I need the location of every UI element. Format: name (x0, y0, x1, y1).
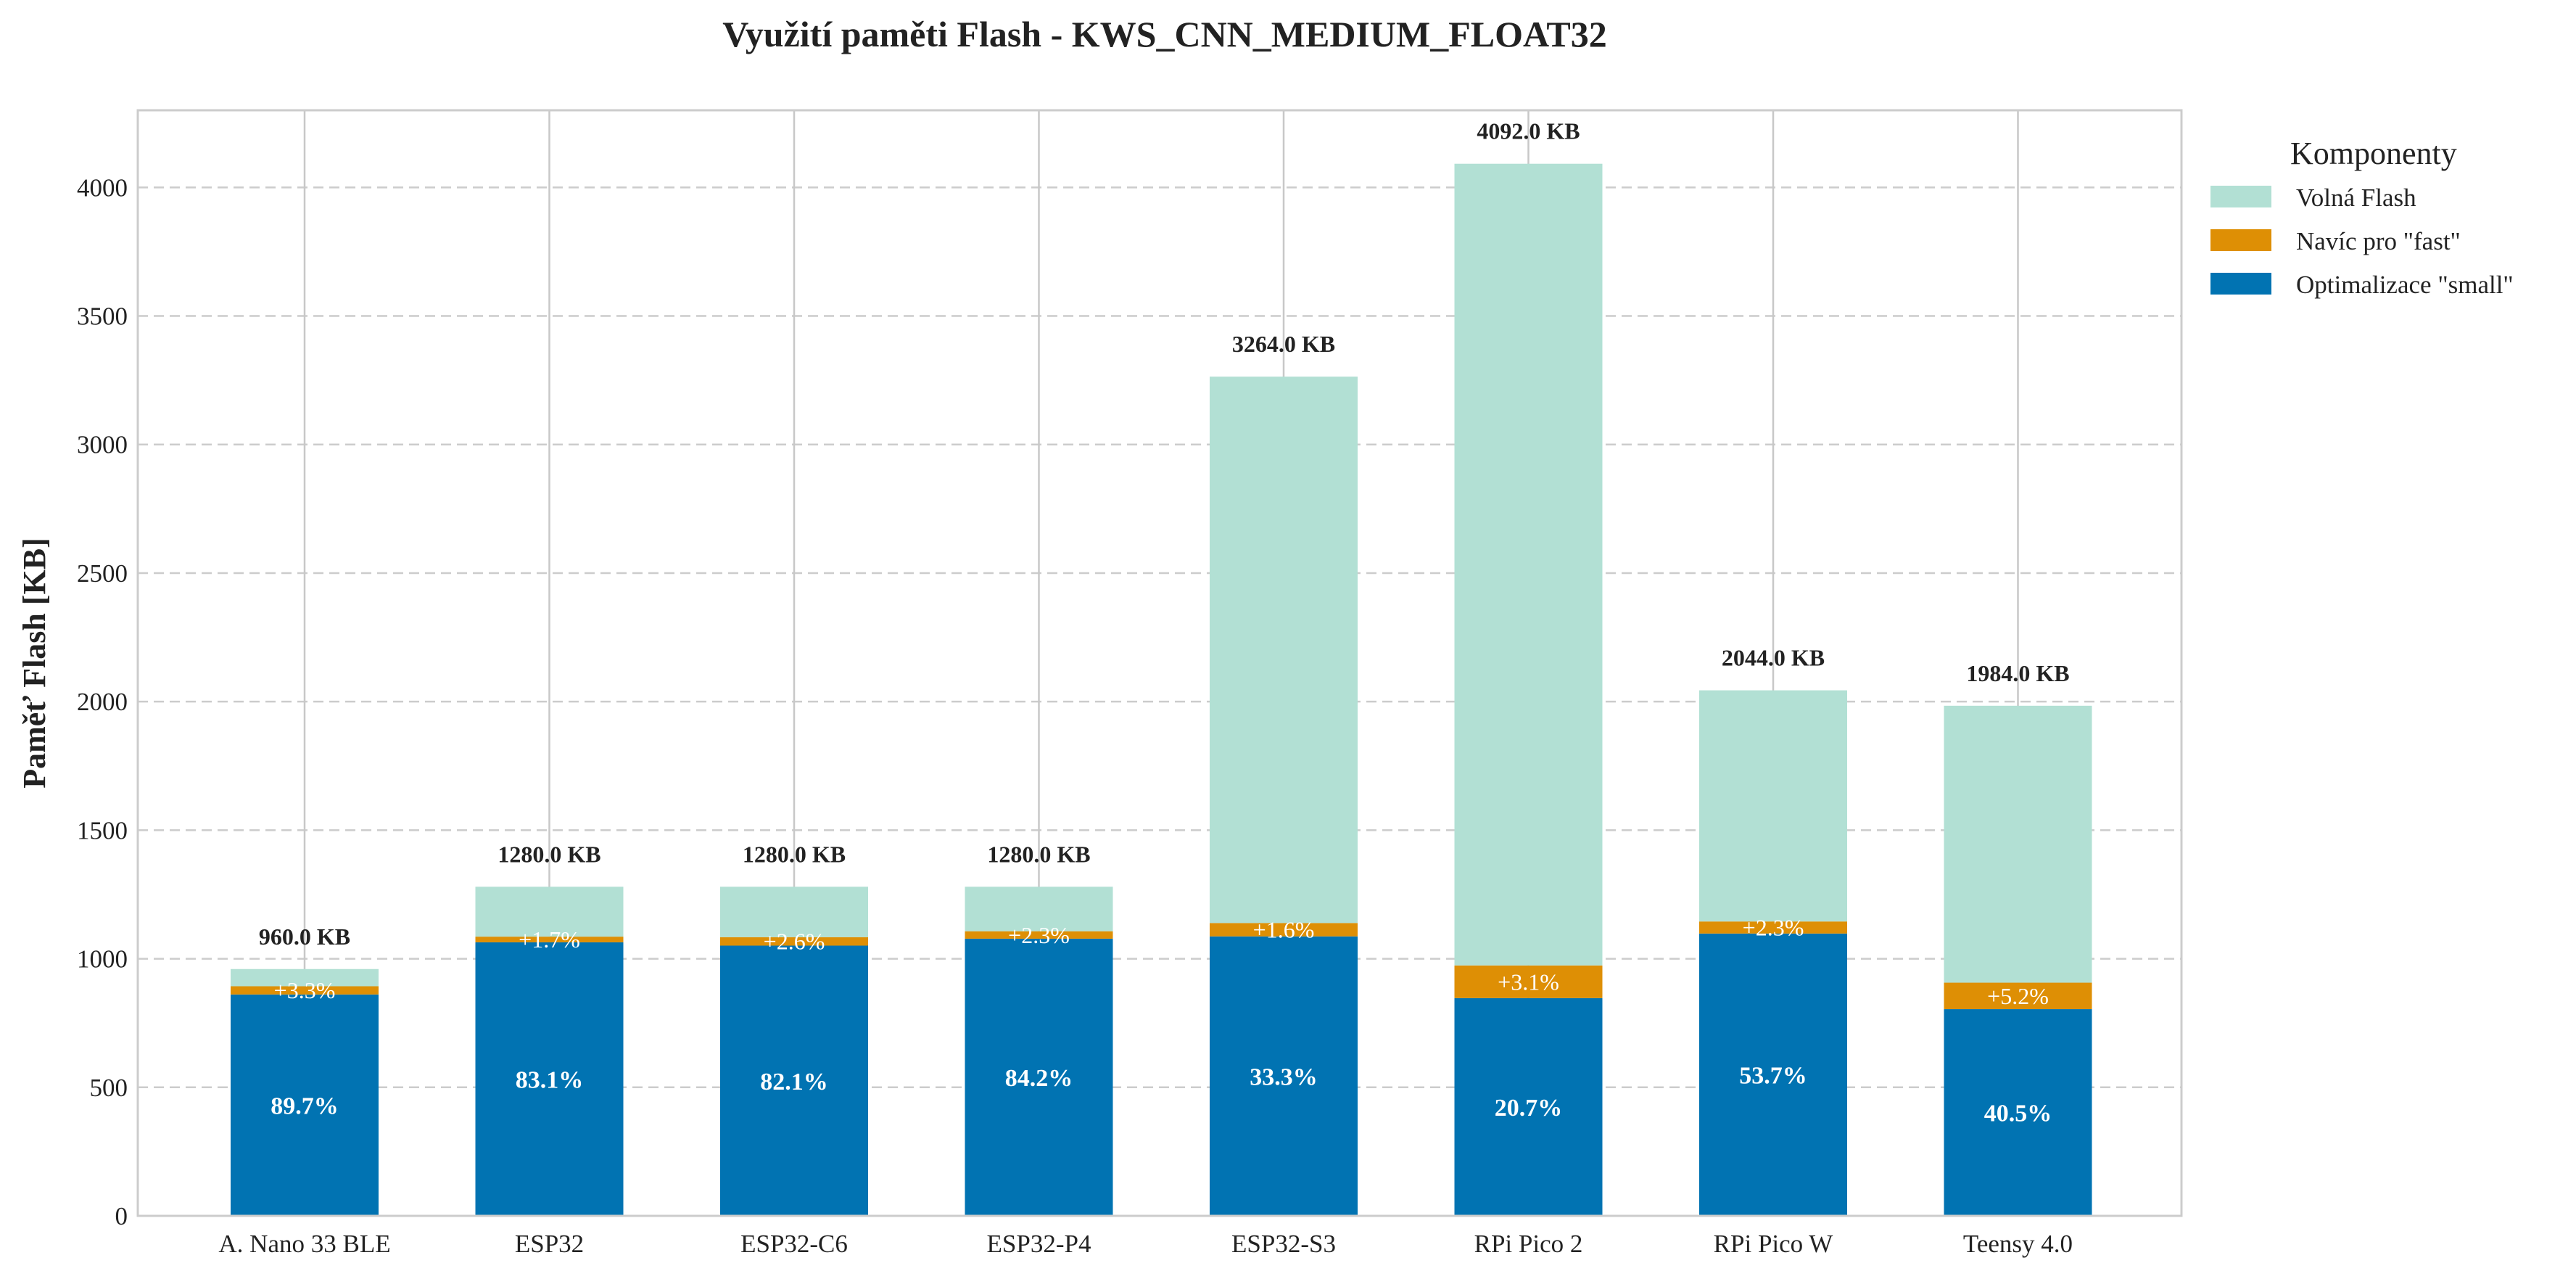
legend-title: Komponenty (2290, 136, 2457, 171)
bar-total-label: 1984.0 KB (1966, 660, 2069, 686)
x-tick-label: RPi Pico 2 (1474, 1230, 1583, 1258)
legend-entry-optimalizace-small: Optimalizace "small" (2296, 271, 2514, 299)
bar-volna-flash (475, 887, 624, 937)
legend-swatch-optimalizace-small (2210, 273, 2271, 295)
bar-labels: 89.7% +3.3% 960.0 KB 83.1% +1.7% 1280.0 KB 82.… (259, 118, 2070, 1127)
bar-optimalizace-small (965, 938, 1113, 1216)
bar-optimalizace-small (1454, 998, 1603, 1216)
bar-total-label: 3264.0 KB (1232, 331, 1335, 357)
bar-volna-flash (720, 887, 868, 937)
bar-volna-flash (1699, 690, 1847, 922)
x-tick-label: ESP32 (515, 1230, 584, 1258)
bar-navic-fast (1454, 965, 1603, 998)
bar-optimalizace-small (475, 942, 624, 1216)
bar-percent-label: 33.3% (1250, 1064, 1318, 1090)
bar-navic-fast (720, 937, 868, 946)
bar-navic-fast (231, 986, 379, 995)
x-tick-label: Teensy 4.0 (1963, 1230, 2073, 1258)
bar-percent-label: 83.1% (516, 1066, 584, 1093)
legend-swatch-volna-flash (2210, 186, 2271, 207)
bar-extra-label: +3.3% (274, 977, 336, 1003)
plot-frame (136, 109, 2183, 1217)
bar-volna-flash (1454, 163, 1603, 966)
bar-total-label: 1280.0 KB (987, 841, 1090, 867)
bar-optimalizace-small (1699, 933, 1847, 1216)
x-tick-label: ESP32-C6 (740, 1230, 848, 1258)
legend-entry-volna-flash: Volná Flash (2296, 184, 2416, 212)
x-tick-label: A. Nano 33 BLE (218, 1230, 390, 1258)
bar-optimalizace-small (1944, 1009, 2092, 1216)
bar-percent-label: 84.2% (1005, 1065, 1073, 1092)
y-tick-label: 3000 (77, 431, 128, 459)
bar-optimalizace-small (1210, 936, 1358, 1216)
bar-total-label: 1280.0 KB (743, 841, 846, 867)
bar-navic-fast (1210, 923, 1358, 937)
bar-extra-label: +1.7% (519, 926, 580, 953)
bar-extra-label: +2.6% (764, 929, 825, 955)
axes: 0 500 1000 1500 2000 2500 3000 3500 4000 A. Nano … (77, 173, 2073, 1258)
y-tick-label: 500 (90, 1074, 128, 1102)
bar-total-label: 960.0 KB (259, 924, 350, 950)
x-tick-label: RPi Pico W (1714, 1230, 1833, 1258)
bar-extra-label: +2.3% (1008, 922, 1070, 948)
bar-extra-label: +5.2% (1987, 983, 2049, 1009)
bar-navic-fast (965, 931, 1113, 939)
y-tick-label: 1000 (77, 945, 128, 974)
bar-optimalizace-small (231, 994, 379, 1216)
y-axis-label: Paměť Flash [KB] (17, 538, 52, 789)
y-tick-label: 4000 (77, 173, 128, 202)
bar-percent-label: 40.5% (1984, 1101, 2052, 1127)
grid (138, 110, 2181, 1216)
bar-navic-fast (1944, 982, 2092, 1010)
bar-extra-label: +3.1% (1498, 968, 1559, 995)
x-tick-label: ESP32-S3 (1231, 1230, 1336, 1258)
bar-volna-flash (231, 968, 379, 987)
y-tick-label: 1500 (77, 816, 128, 844)
legend-swatch-navic-fast (2210, 229, 2271, 251)
y-tick-label: 3500 (77, 303, 128, 331)
bar-total-label: 1280.0 KB (498, 841, 600, 867)
bar-percent-label: 89.7% (271, 1093, 339, 1119)
bar-volna-flash (1210, 377, 1358, 924)
bar-optimalizace-small (720, 945, 868, 1216)
bar-percent-label: 53.7% (1739, 1062, 1807, 1089)
x-tick-label: ESP32-P4 (987, 1230, 1091, 1258)
bar-total-label: 4092.0 KB (1477, 118, 1580, 144)
bar-volna-flash (1944, 705, 2092, 983)
y-tick-label: 2000 (77, 688, 128, 716)
bar-navic-fast (1699, 921, 1847, 934)
bar-extra-label: +2.3% (1743, 915, 1804, 941)
bar-percent-label: 20.7% (1495, 1095, 1563, 1122)
legend-entry-navic-fast: Navíc pro "fast" (2296, 227, 2461, 255)
legend: Komponenty Volná Flash Navíc pro "fast" … (2210, 136, 2514, 299)
bar-extra-label: +1.6% (1253, 917, 1315, 943)
y-tick-label: 0 (115, 1202, 128, 1230)
bar-volna-flash (965, 887, 1113, 931)
bar-percent-label: 82.1% (760, 1069, 828, 1095)
bars (231, 163, 2092, 1216)
bar-total-label: 2044.0 KB (1722, 645, 1825, 671)
chart-title: Využití paměti Flash - KWS_CNN_MEDIUM_FL… (722, 14, 1606, 54)
bar-navic-fast (475, 937, 624, 942)
y-tick-label: 2500 (77, 559, 128, 588)
